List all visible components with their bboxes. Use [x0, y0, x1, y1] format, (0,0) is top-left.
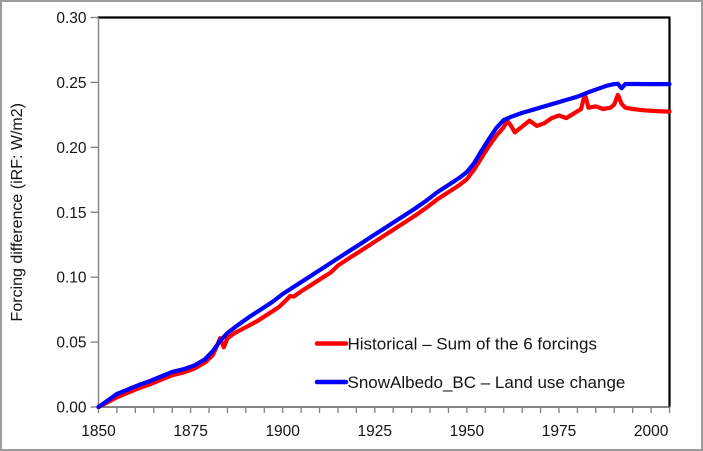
series-line-0	[96, 92, 672, 410]
x-tick-label: 1875	[173, 423, 207, 440]
y-tick-label: 0.00	[56, 400, 87, 417]
x-tick-label: 1925	[358, 423, 392, 440]
y-tick-label: 0.25	[56, 75, 86, 92]
y-axis-title: Forcing difference (iRF: W/m2)	[9, 103, 26, 321]
x-tick-label: 1900	[265, 423, 300, 440]
y-tick-label: 0.15	[56, 205, 86, 222]
legend-label-0: Historical – Sum of the 6 forcings	[348, 335, 597, 354]
y-tick-label: 0.30	[56, 10, 87, 27]
x-tick-label: 2000	[634, 423, 669, 440]
y-tick-label: 0.05	[56, 335, 86, 352]
x-tick-label: 1975	[542, 423, 576, 440]
legend-label-1: SnowAlbedo_BC – Land use change	[348, 373, 626, 392]
y-tick-label: 0.10	[56, 270, 87, 287]
x-tick-label: 1950	[450, 423, 485, 440]
x-tick-label: 1850	[81, 423, 116, 440]
series-line-1	[96, 81, 672, 410]
y-tick-label: 0.20	[56, 140, 87, 157]
